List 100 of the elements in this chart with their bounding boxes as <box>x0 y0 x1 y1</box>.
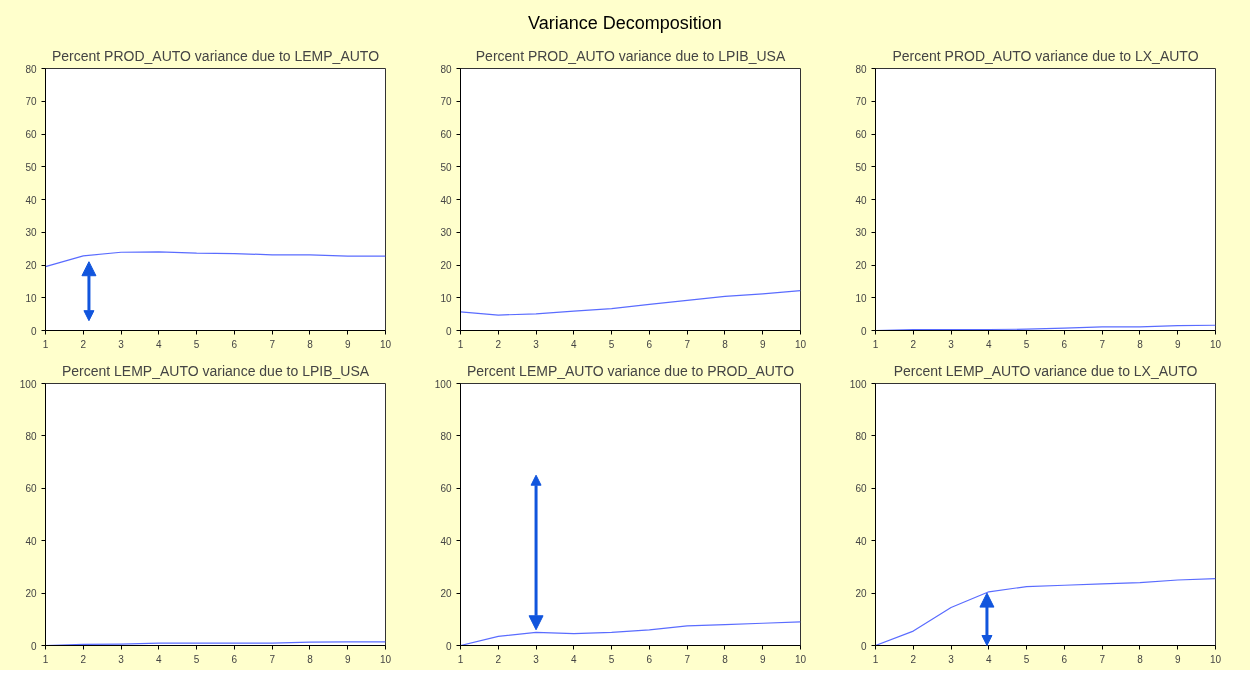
x-tick-label: 3 <box>533 653 540 665</box>
y-tick-label: 0 <box>860 325 867 337</box>
y-tick-label: 0 <box>445 640 452 652</box>
x-tick-label: 3 <box>533 338 540 350</box>
x-tick-label: 3 <box>118 338 125 350</box>
y-tick-label: 40 <box>25 535 37 547</box>
y-tick-label: 100 <box>19 378 37 390</box>
x-tick-label: 4 <box>986 338 993 350</box>
y-tick-label: 10 <box>440 292 452 304</box>
x-tick-label: 5 <box>1023 653 1030 665</box>
y-tick-label: 60 <box>855 129 867 140</box>
x-tick-label: 1 <box>457 653 464 665</box>
x-tick-label: 3 <box>948 653 955 665</box>
x-tick-label: 2 <box>910 653 917 665</box>
x-tick-label: 7 <box>684 338 691 350</box>
x-tick-label: 6 <box>646 338 653 350</box>
y-tick-label: 0 <box>445 325 452 337</box>
x-tick-label: 8 <box>307 338 314 350</box>
x-tick-label: 1 <box>457 338 464 350</box>
x-tick-label: 1 <box>872 653 879 665</box>
chart-subtitle: Percent PROD_AUTO variance due to LEMP_AUTO <box>51 47 380 64</box>
x-tick-label: 9 <box>1174 653 1181 665</box>
y-tick-label: 60 <box>855 483 867 495</box>
y-tick-label: 80 <box>855 430 867 442</box>
y-tick-label: 70 <box>855 96 867 108</box>
x-tick-label: 1 <box>42 338 49 350</box>
x-tick-label: 6 <box>1061 653 1068 665</box>
y-tick-label: 60 <box>440 129 452 140</box>
y-tick-label: 80 <box>855 63 867 75</box>
y-tick-label: 20 <box>855 588 867 600</box>
y-tick-label: 40 <box>25 194 37 206</box>
y-tick-label: 80 <box>440 63 452 75</box>
x-tick-label: 1 <box>42 653 49 665</box>
x-tick-label: 7 <box>684 653 691 665</box>
y-tick-label: 40 <box>440 194 452 206</box>
chart-subtitle: Percent LEMP_AUTO variance due to LPIB_USA <box>61 362 370 379</box>
y-tick-label: 80 <box>440 430 452 442</box>
x-tick-label: 9 <box>1174 338 1181 350</box>
x-tick-label: 5 <box>193 338 200 350</box>
y-tick-label: 100 <box>434 378 452 390</box>
y-tick-label: 50 <box>855 161 867 173</box>
x-tick-label: 9 <box>759 338 766 350</box>
y-tick-label: 0 <box>30 640 37 652</box>
chart-title: Variance Decomposition <box>528 12 722 35</box>
x-tick-label: 7 <box>269 338 276 350</box>
line-series <box>460 289 801 316</box>
x-tick-label: 10 <box>794 653 807 665</box>
x-tick-label: 7 <box>1099 338 1106 350</box>
y-tick-label: 70 <box>25 96 37 108</box>
y-tick-label: 20 <box>25 260 37 271</box>
x-tick-label: 4 <box>571 653 578 665</box>
y-tick-label: 80 <box>25 63 37 75</box>
y-tick-label: 60 <box>25 129 37 140</box>
y-tick-label: 60 <box>25 483 37 495</box>
y-tick-label: 40 <box>855 194 867 206</box>
y-tick-label: 60 <box>440 483 452 495</box>
x-tick-label: 10 <box>1209 653 1222 665</box>
x-tick-label: 9 <box>344 653 351 665</box>
x-tick-label: 4 <box>571 338 578 350</box>
x-tick-label: 8 <box>722 338 729 350</box>
y-tick-label: 20 <box>25 588 37 600</box>
y-tick-label: 50 <box>440 161 452 173</box>
x-tick-label: 10 <box>794 338 807 350</box>
chart-subtitle: Percent PROD_AUTO variance due to LPIB_USA <box>475 47 786 64</box>
y-tick-label: 20 <box>440 588 452 600</box>
y-tick-label: 10 <box>25 292 37 304</box>
y-tick-label: 100 <box>849 378 867 390</box>
x-tick-label: 7 <box>1099 653 1106 665</box>
x-tick-label: 4 <box>156 653 163 665</box>
x-tick-label: 8 <box>307 653 314 665</box>
y-tick-label: 80 <box>25 430 37 442</box>
x-tick-label: 2 <box>495 338 502 350</box>
x-tick-label: 2 <box>495 653 502 665</box>
x-tick-label: 8 <box>1137 653 1144 665</box>
y-tick-label: 30 <box>855 227 867 239</box>
x-tick-label: 5 <box>193 653 200 665</box>
x-tick-label: 2 <box>910 338 917 350</box>
x-tick-label: 2 <box>80 338 87 350</box>
y-tick-label: 40 <box>855 535 867 547</box>
line-series <box>45 251 386 268</box>
y-tick-label: 20 <box>855 260 867 271</box>
y-tick-label: 0 <box>860 640 867 652</box>
x-tick-label: 7 <box>269 653 276 665</box>
x-tick-label: 10 <box>379 338 392 350</box>
chart-subtitle: Percent PROD_AUTO variance due to LX_AUTO <box>892 47 1199 64</box>
y-tick-label: 30 <box>440 227 452 239</box>
x-tick-label: 6 <box>646 653 653 665</box>
y-tick-label: 0 <box>30 325 37 337</box>
x-tick-label: 10 <box>379 653 392 665</box>
x-tick-label: 4 <box>986 653 993 665</box>
x-tick-label: 3 <box>948 338 955 350</box>
x-tick-label: 5 <box>608 653 615 665</box>
chart-subtitle: Percent LEMP_AUTO variance due to LX_AUTO <box>893 362 1198 379</box>
y-tick-label: 20 <box>440 260 452 271</box>
y-tick-label: 10 <box>855 292 867 304</box>
x-tick-label: 9 <box>759 653 766 665</box>
x-tick-label: 1 <box>872 338 879 350</box>
x-tick-label: 10 <box>1209 338 1222 350</box>
x-tick-label: 4 <box>156 338 163 350</box>
y-tick-label: 50 <box>25 161 37 173</box>
